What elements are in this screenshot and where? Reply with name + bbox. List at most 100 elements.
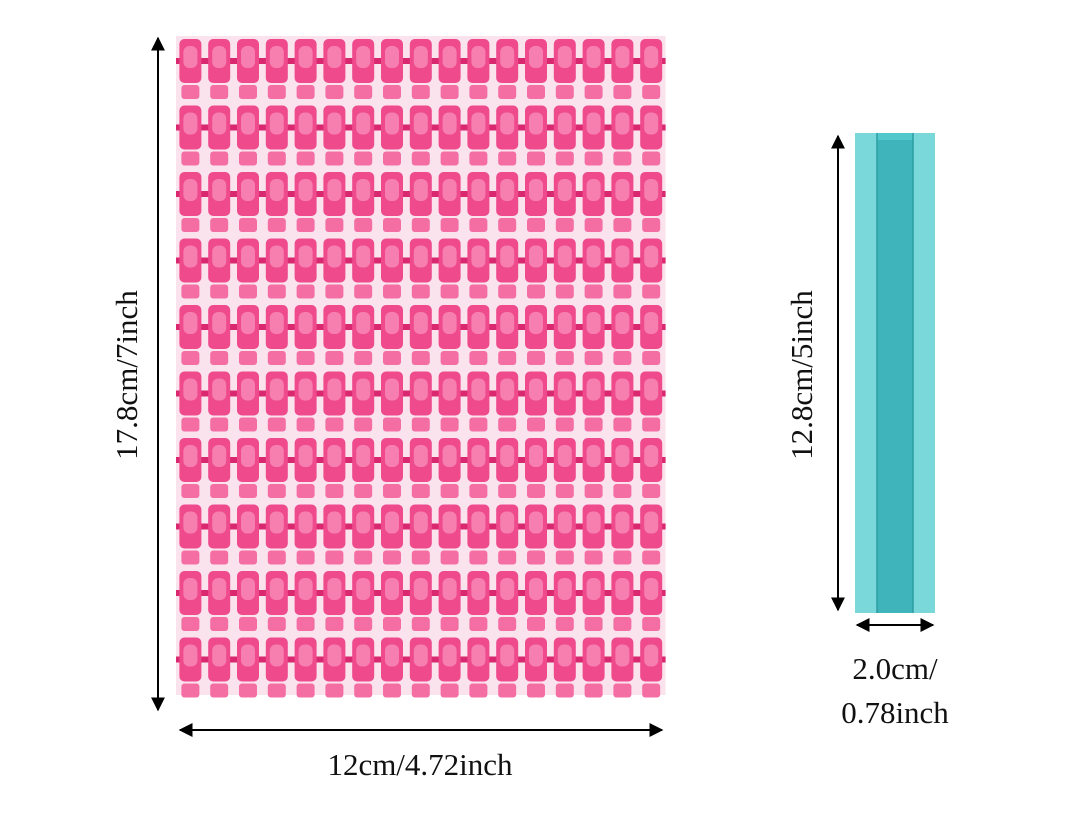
stamp-part (356, 578, 371, 600)
stamp-part (442, 179, 457, 201)
stamp-part (296, 683, 315, 698)
stamp-part (586, 179, 601, 201)
stamp-part (413, 245, 428, 268)
stamp-part (241, 112, 255, 135)
stamp-part (529, 112, 543, 135)
stamp-part (267, 683, 286, 698)
stamp-part (644, 46, 659, 68)
stamp-part (442, 511, 457, 534)
stamp-part (183, 511, 198, 534)
stamp-part (529, 445, 543, 467)
stamp-part (210, 351, 229, 365)
stamp-part (183, 378, 198, 401)
stamp-part (413, 511, 428, 534)
stamp-part (471, 578, 486, 600)
stamp-part (241, 644, 255, 667)
stamp-part (527, 151, 545, 166)
stamp-part (442, 245, 457, 268)
stamp-part (584, 617, 603, 631)
stamp-part (527, 484, 545, 498)
stamp-part (239, 151, 257, 166)
stamp-part (241, 511, 255, 534)
stamp-part (298, 511, 313, 534)
stamp-part (413, 445, 428, 467)
stamp-part (555, 617, 574, 631)
stamp-part (267, 284, 286, 299)
stamp-part (210, 617, 229, 631)
stamp-part (615, 46, 630, 68)
stamp-part (527, 617, 545, 631)
stamp-part (327, 644, 342, 667)
stamp-part (239, 284, 257, 299)
stamp-part (356, 46, 371, 68)
stamp-part (555, 351, 574, 365)
stamp-part (269, 112, 284, 135)
stamp-part (615, 112, 630, 135)
stamp-part (356, 179, 371, 201)
stamp-part (586, 644, 601, 667)
stamp-part (239, 417, 257, 432)
stamp-part (584, 85, 603, 99)
stamp-part (383, 351, 401, 365)
stamp-part (586, 511, 601, 534)
stamp-part (440, 351, 459, 365)
stamp-part (296, 85, 315, 99)
stamp-part (327, 245, 342, 268)
stamp-part (500, 245, 515, 268)
stamp-part (383, 417, 401, 432)
stamp-part (471, 378, 486, 401)
stamp-part (557, 511, 572, 534)
stamp-part (385, 312, 399, 334)
stamp-part (442, 312, 457, 334)
stamp-part (296, 484, 315, 498)
stamp-part (181, 284, 200, 299)
stamp-part (615, 578, 630, 600)
stamp-part (529, 644, 543, 667)
stamp-part (642, 417, 661, 432)
stamp-part (442, 378, 457, 401)
stamp-part (296, 218, 315, 232)
stamp-part (411, 550, 430, 565)
stamp-part (584, 550, 603, 565)
stamp-part (181, 617, 200, 631)
stamp-part (469, 617, 488, 631)
stamp-part (642, 683, 661, 698)
stamp-part (241, 245, 255, 268)
stamp-part (584, 417, 603, 432)
stamp-part (644, 578, 659, 600)
stamp-part (183, 445, 198, 467)
stamp-part (469, 417, 488, 432)
stamp-part (183, 312, 198, 334)
stamp-part (269, 245, 284, 268)
stamp-part (498, 683, 517, 698)
stamp-part (500, 112, 515, 135)
stamp-part (644, 112, 659, 135)
stamp-part (383, 683, 401, 698)
stamp-part (354, 284, 373, 299)
stamp-part (529, 578, 543, 600)
stamp-part (440, 617, 459, 631)
stamp-part (613, 351, 632, 365)
stamp-part (181, 417, 200, 432)
stamp-part (615, 245, 630, 268)
bar-width-label: 2.0cm/ (852, 651, 938, 686)
stamp-part (469, 683, 488, 698)
stamp-part (413, 112, 428, 135)
stamp-part (356, 644, 371, 667)
stamp-part (239, 550, 257, 565)
stamp-part (586, 578, 601, 600)
stamp-part (613, 218, 632, 232)
stamp-part (527, 284, 545, 299)
stamp-part (210, 85, 229, 99)
stamp-part (615, 511, 630, 534)
stamp-part (356, 312, 371, 334)
stamp-part (440, 550, 459, 565)
stamp-part (298, 312, 313, 334)
stamp-part (498, 85, 517, 99)
stamp-part (239, 85, 257, 99)
stamp-part (615, 378, 630, 401)
stamp-part (183, 644, 198, 667)
stamp-part (411, 284, 430, 299)
stamp-part (385, 578, 399, 600)
stamp-part (469, 550, 488, 565)
